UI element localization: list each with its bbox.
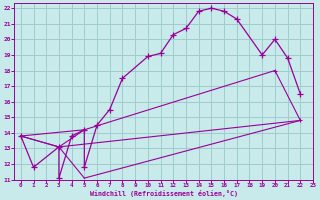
X-axis label: Windchill (Refroidissement éolien,°C): Windchill (Refroidissement éolien,°C) <box>90 190 238 197</box>
